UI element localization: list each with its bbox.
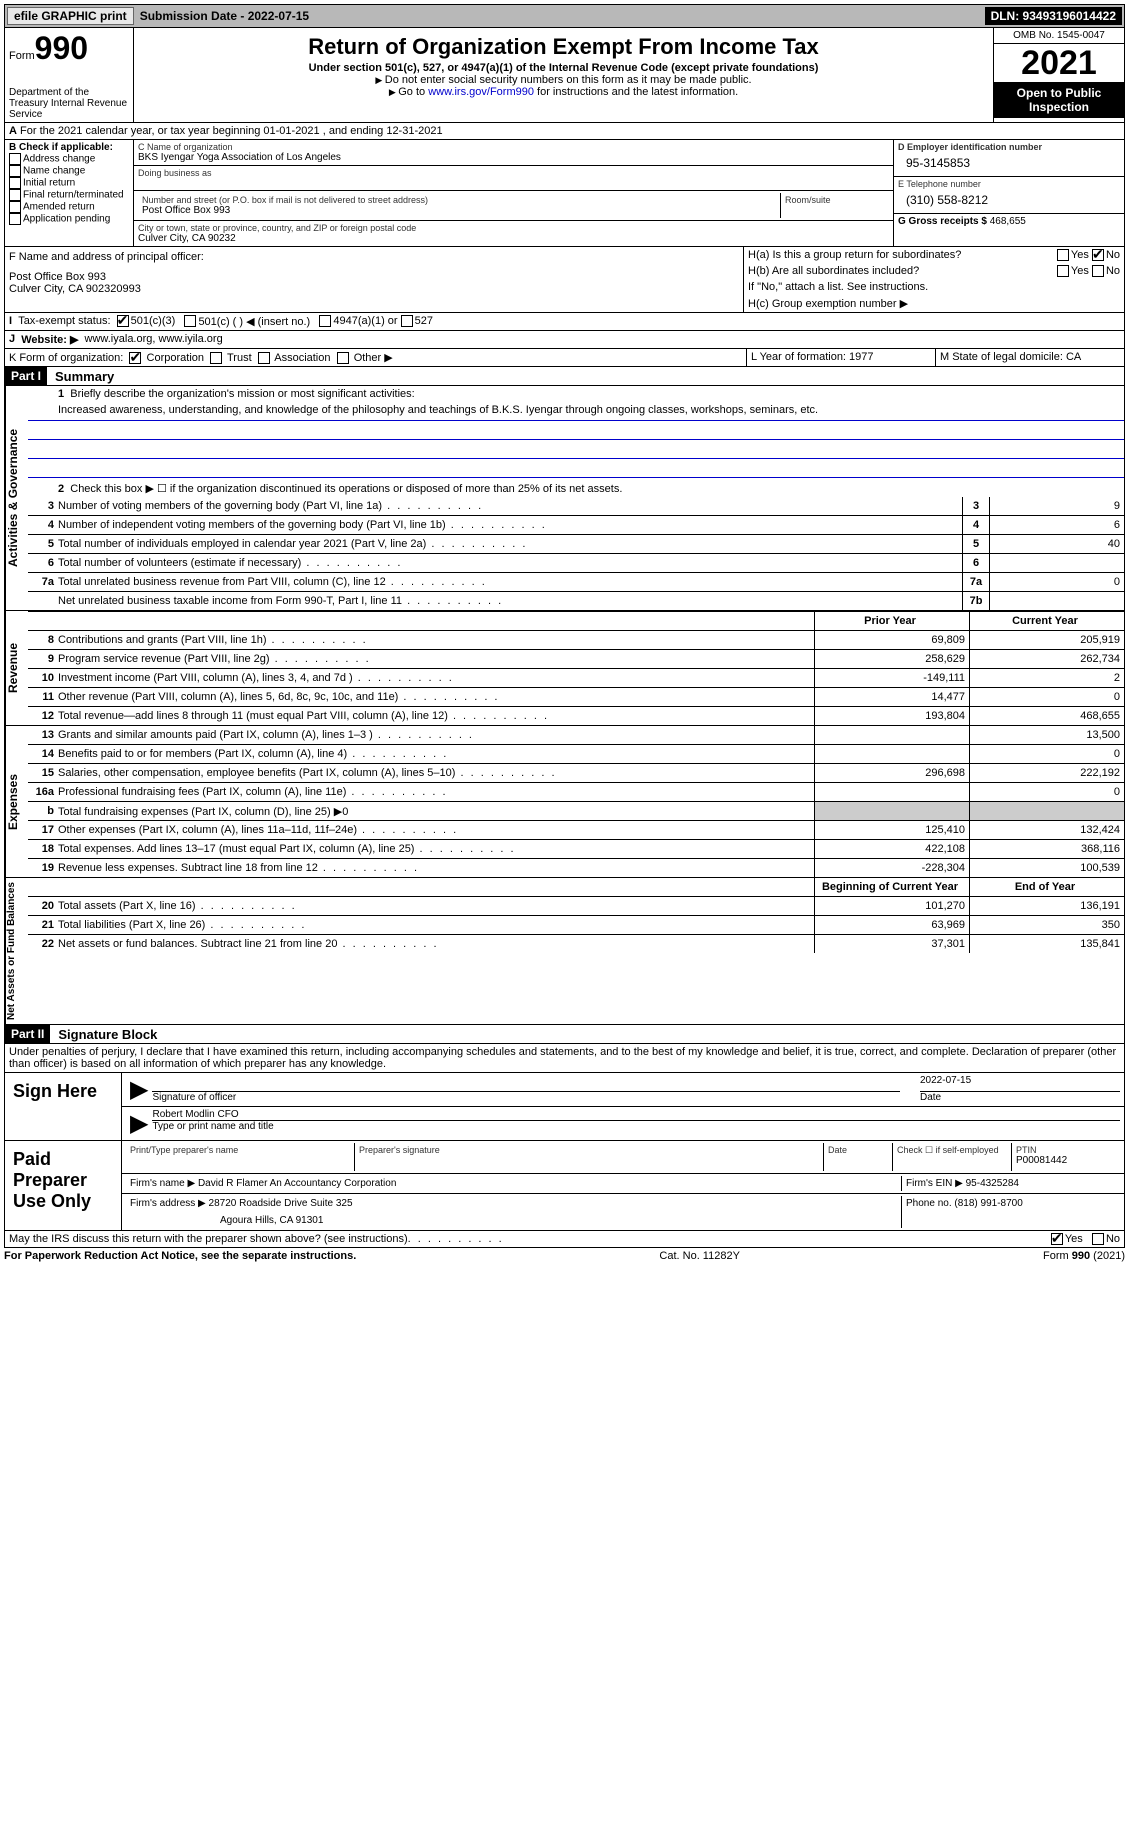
summary-line: 8Contributions and grants (Part VIII, li… (28, 631, 1124, 650)
telephone: (310) 558-8212 (898, 189, 1120, 211)
ein: 95-3145853 (898, 152, 1120, 174)
cb-other[interactable] (337, 352, 349, 364)
tax-year: 2021 (994, 44, 1124, 82)
cb-name-change[interactable] (9, 165, 21, 177)
org-city: Culver City, CA 90232 (138, 233, 889, 244)
section-i: I Tax-exempt status: 501(c)(3) 501(c) ( … (4, 313, 1125, 331)
irs-link[interactable]: www.irs.gov/Form990 (428, 86, 534, 98)
section-j: J Website: ▶ www.iyala.org, www.iyila.or… (4, 331, 1125, 349)
cb-hb-no[interactable] (1092, 265, 1104, 277)
year-formation: L Year of formation: 1977 (747, 349, 936, 366)
discuss-row: May the IRS discuss this return with the… (4, 1231, 1125, 1248)
cb-trust[interactable] (210, 352, 222, 364)
page-footer: For Paperwork Reduction Act Notice, see … (4, 1248, 1125, 1264)
summary-line: 5Total number of individuals employed in… (28, 535, 1124, 554)
cb-527[interactable] (401, 315, 413, 327)
part1-header: Part I Summary (4, 367, 1125, 386)
cb-initial-return[interactable] (9, 177, 21, 189)
cb-address-change[interactable] (9, 153, 21, 165)
expenses-section: Expenses 13Grants and similar amounts pa… (4, 726, 1125, 878)
cb-ha-no[interactable] (1092, 249, 1104, 261)
ptin: P00081442 (1016, 1155, 1116, 1166)
summary-line: 11Other revenue (Part VIII, column (A), … (28, 688, 1124, 707)
summary-line: 9Program service revenue (Part VIII, lin… (28, 650, 1124, 669)
summary-line: 22Net assets or fund balances. Subtract … (28, 935, 1124, 953)
summary-line: 20Total assets (Part X, line 16)101,2701… (28, 897, 1124, 916)
cb-app-pending[interactable] (9, 213, 21, 225)
summary-line: 7aTotal unrelated business revenue from … (28, 573, 1124, 592)
form-title: Return of Organization Exempt From Incom… (138, 34, 989, 60)
section-c: C Name of organization BKS Iyengar Yoga … (134, 140, 893, 246)
part2-header: Part II Signature Block (4, 1025, 1125, 1044)
summary-line: 3Number of voting members of the governi… (28, 497, 1124, 516)
dept-treasury: Department of the Treasury Internal Reve… (9, 87, 129, 120)
firm-name: David R Flamer An Accountancy Corporatio… (198, 1178, 396, 1189)
arrow-icon: ▶ (126, 1109, 152, 1138)
summary-line: bTotal fundraising expenses (Part IX, co… (28, 802, 1124, 821)
section-klm: K Form of organization: Corporation Trus… (4, 349, 1125, 367)
mission-text: Increased awareness, understanding, and … (28, 402, 1124, 421)
cb-501c[interactable] (184, 315, 196, 327)
summary-line: 14Benefits paid to or for members (Part … (28, 745, 1124, 764)
officer-name: Robert Modlin CFO (152, 1109, 1120, 1120)
sign-here-block: Sign Here ▶ Signature of officer 2022-07… (4, 1073, 1125, 1141)
activities-governance: Activities & Governance 1 Briefly descri… (4, 386, 1125, 611)
section-f: F Name and address of principal officer:… (5, 247, 744, 312)
summary-line: 12Total revenue—add lines 8 through 11 (… (28, 707, 1124, 725)
state-domicile: M State of legal domicile: CA (936, 349, 1124, 366)
cb-4947[interactable] (319, 315, 331, 327)
instructions-link-row: Go to www.irs.gov/Form990 for instructio… (138, 86, 989, 98)
cb-ha-yes[interactable] (1057, 249, 1069, 261)
summary-line: 4Number of independent voting members of… (28, 516, 1124, 535)
cb-501c3[interactable] (117, 315, 129, 327)
summary-line: 21Total liabilities (Part X, line 26)63,… (28, 916, 1124, 935)
firm-ein: 95-4325284 (966, 1178, 1019, 1189)
declaration: Under penalties of perjury, I declare th… (4, 1044, 1125, 1073)
summary-line: 18Total expenses. Add lines 13–17 (must … (28, 840, 1124, 859)
paid-preparer-block: Paid Preparer Use Only Print/Type prepar… (4, 1141, 1125, 1231)
open-inspection: Open to Public Inspection (994, 82, 1124, 118)
omb-number: OMB No. 1545-0047 (994, 28, 1124, 44)
gross-receipts: 468,655 (990, 216, 1026, 227)
calendar-year: A For the 2021 calendar year, or tax yea… (4, 123, 1125, 140)
org-address: Post Office Box 993 (142, 205, 776, 216)
firm-phone: (818) 991-8700 (954, 1198, 1022, 1209)
cb-discuss-yes[interactable] (1051, 1233, 1063, 1245)
form-number: Form990 (9, 30, 129, 67)
revenue-section: Revenue Prior Year Current Year 8Contrib… (4, 611, 1125, 726)
net-assets-section: Net Assets or Fund Balances Beginning of… (4, 878, 1125, 1025)
sig-date: 2022-07-15 (920, 1075, 1120, 1091)
section-fh: F Name and address of principal officer:… (4, 247, 1125, 313)
ssn-note: Do not enter social security numbers on … (138, 74, 989, 86)
cb-assoc[interactable] (258, 352, 270, 364)
cb-amended[interactable] (9, 201, 21, 213)
section-bcd: B Check if applicable: Address change Na… (4, 140, 1125, 247)
arrow-icon: ▶ (126, 1075, 152, 1104)
org-name: BKS Iyengar Yoga Association of Los Ange… (138, 152, 889, 163)
form-subtitle: Under section 501(c), 527, or 4947(a)(1)… (138, 62, 989, 74)
section-b: B Check if applicable: Address change Na… (5, 140, 134, 246)
top-bar: efile GRAPHIC print Submission Date - 20… (4, 4, 1125, 28)
summary-line: 15Salaries, other compensation, employee… (28, 764, 1124, 783)
form-header: Form990 Department of the Treasury Inter… (4, 28, 1125, 123)
dln: DLN: 93493196014422 (985, 7, 1122, 25)
summary-line: 16aProfessional fundraising fees (Part I… (28, 783, 1124, 802)
section-h: H(a) Is this a group return for subordin… (744, 247, 1124, 312)
summary-line: 13Grants and similar amounts paid (Part … (28, 726, 1124, 745)
cb-final-return[interactable] (9, 189, 21, 201)
cb-discuss-no[interactable] (1092, 1233, 1104, 1245)
summary-line: Net unrelated business taxable income fr… (28, 592, 1124, 610)
section-d: D Employer identification number 95-3145… (893, 140, 1124, 246)
cb-hb-yes[interactable] (1057, 265, 1069, 277)
website: www.iyala.org, www.iyila.org (85, 333, 223, 346)
submission-date: Submission Date - 2022-07-15 (140, 9, 309, 23)
summary-line: 19Revenue less expenses. Subtract line 1… (28, 859, 1124, 877)
summary-line: 6Total number of volunteers (estimate if… (28, 554, 1124, 573)
efile-print-button[interactable]: efile GRAPHIC print (7, 7, 134, 25)
cb-corp[interactable] (129, 352, 141, 364)
summary-line: 17Other expenses (Part IX, column (A), l… (28, 821, 1124, 840)
summary-line: 10Investment income (Part VIII, column (… (28, 669, 1124, 688)
